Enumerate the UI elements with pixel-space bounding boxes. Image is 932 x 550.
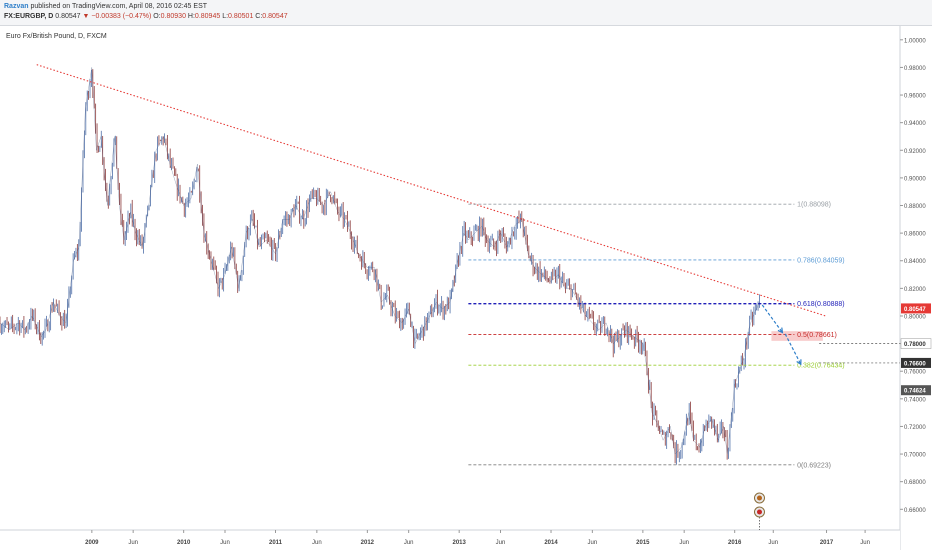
y-tick-label: 0.94000 <box>904 121 926 127</box>
fib-label: 0.5(0.78661) <box>797 332 837 339</box>
close-label: C: <box>255 13 263 20</box>
arrow-head-icon <box>777 327 784 334</box>
x-tick-label: Jun <box>496 540 506 546</box>
ohlc-readout: FX:EURGBP, D 0.80547 ▼ −0.00383 (−0.47%)… <box>4 13 288 20</box>
publish-text: published on TradingView.com, April 08, … <box>30 3 208 10</box>
y-tick-label: 0.80000 <box>904 314 926 320</box>
fib-label: 0.382(0.76434) <box>797 363 844 370</box>
y-tick-label: 0.88000 <box>904 204 926 210</box>
price-tag-label: 0.80547 <box>904 307 926 313</box>
price-axis <box>900 26 932 550</box>
x-tick-label: 2009 <box>85 540 99 546</box>
x-tick-label: Jun <box>768 540 778 546</box>
high-label: H: <box>187 13 195 20</box>
x-tick-label: 2010 <box>177 540 191 546</box>
open-value: 0.80930 <box>160 13 186 20</box>
x-tick-label: 2017 <box>820 540 834 546</box>
y-tick-label: 0.86000 <box>904 232 926 238</box>
price-tag <box>901 357 931 368</box>
high-value: 0.80945 <box>194 13 221 20</box>
x-tick-label: 2012 <box>361 540 375 546</box>
fib-label: 0(0.69223) <box>797 462 831 469</box>
low-value: 0.80501 <box>228 13 254 20</box>
price-chart[interactable]: 0.66000 0.68000 0.70000 0.72000 0.74000 0.760… <box>0 26 932 550</box>
price-tag <box>901 303 931 314</box>
y-tick-label: 0.90000 <box>904 176 926 182</box>
x-tick-label: 2014 <box>544 540 558 546</box>
price-tag <box>901 385 931 396</box>
time-axis <box>0 530 900 550</box>
y-tick-label: 0.72000 <box>904 425 926 431</box>
projection-arrow <box>761 304 783 333</box>
y-tick-label: 0.96000 <box>904 94 926 100</box>
y-tick-label: 0.74000 <box>904 397 926 403</box>
x-tick-label: Jun <box>220 540 230 546</box>
event-dot-icon <box>756 495 762 501</box>
y-tick-label: 0.76000 <box>904 370 926 376</box>
price-tag-label: 0.74624 <box>904 389 926 395</box>
x-tick-label: 2013 <box>453 540 467 546</box>
x-tick-label: Jun <box>860 540 870 546</box>
x-tick-label: Jun <box>312 540 322 546</box>
x-tick-label: 2011 <box>269 540 283 546</box>
price-tag <box>900 338 932 349</box>
chart-header: Razvan published on TradingView.com, Apr… <box>0 0 932 26</box>
y-tick-label: 0.84000 <box>904 259 926 265</box>
arrow-head-icon <box>796 359 802 366</box>
symbol-label[interactable]: FX:EURGBP, D <box>4 13 54 20</box>
price-change: ▼ −0.00383 (−0.47%) <box>82 13 152 20</box>
last-price: 0.80547 <box>55 13 81 20</box>
projection-arrow <box>784 333 802 365</box>
y-tick-label: 0.98000 <box>904 66 926 72</box>
trendline <box>36 64 826 317</box>
price-tag-label: 0.76600 <box>904 361 926 367</box>
open-label: O: <box>153 13 161 20</box>
x-tick-label: Jun <box>404 540 414 546</box>
publish-info: Razvan published on TradingView.com, Apr… <box>4 3 207 10</box>
y-tick-label: 0.82000 <box>904 287 926 293</box>
y-tick-label: 0.92000 <box>904 149 926 155</box>
x-tick-label: Jun <box>588 540 598 546</box>
author-link[interactable]: Razvan <box>4 3 29 10</box>
fib-label: 1(0.88098) <box>797 202 831 209</box>
target-zone <box>771 331 823 341</box>
price-series-line <box>0 67 760 455</box>
x-tick-label: 2016 <box>728 540 742 546</box>
y-tick-label: 0.68000 <box>904 480 926 486</box>
candles <box>0 69 760 465</box>
y-tick-label: 0.70000 <box>904 453 926 459</box>
y-tick-label: 1.00000 <box>904 38 926 44</box>
fib-label: 0.618(0.80888) <box>797 301 844 308</box>
y-tick-label: 0.66000 <box>904 508 926 514</box>
x-tick-label: Jun <box>128 540 138 546</box>
x-tick-label: Jun <box>679 540 689 546</box>
low-label: L: <box>222 13 229 20</box>
plot-area <box>0 26 900 530</box>
close-value: 0.80547 <box>262 13 288 20</box>
fib-label: 0.786(0.84059) <box>797 257 844 264</box>
x-tick-label: 2015 <box>636 540 650 546</box>
event-dot-icon <box>756 509 762 515</box>
price-tag-label: 0.78000 <box>904 342 926 348</box>
chart-title: Euro Fx/British Pound, D, FXCM <box>6 33 107 40</box>
